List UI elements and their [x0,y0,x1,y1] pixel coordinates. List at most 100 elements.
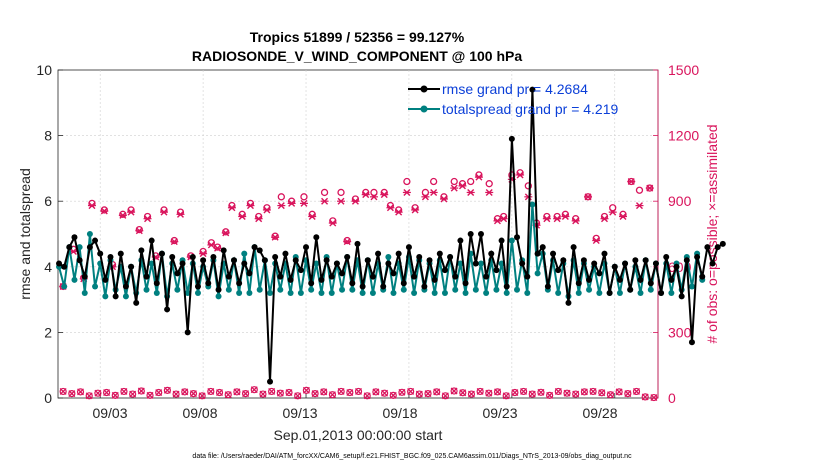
obs-assimilated-marker [600,215,609,223]
obs-assimilated-marker-bottom [363,392,371,400]
data-point-totalspread [308,286,315,293]
obs-assimilated-stroke [285,389,293,396]
obs-possible-marker [170,236,178,245]
obs-assimilated-stroke [615,388,623,396]
data-point-rmse [303,244,310,251]
obs-assimilated-marker [608,208,617,216]
obs-assimilated-marker [299,199,308,207]
obs-possible-marker [271,232,279,240]
obs-assimilated-stroke [207,387,215,395]
obs-assimilated-marker-bottom [580,388,588,396]
data-point-rmse [534,250,541,257]
obs-possible-marker-bottom [598,389,606,397]
data-point-rmse [164,306,171,313]
obs-assimilated-marker-bottom [77,388,84,396]
data-point-totalspread [287,290,294,297]
obs-assimilated-stroke [59,387,67,395]
obs-possible-marker-bottom [250,386,258,394]
obs-assimilated-marker-bottom [224,391,232,399]
data-point-rmse [241,260,248,267]
obs-assimilated-stroke [485,389,493,397]
obs-assimilated-marker-bottom [398,388,406,396]
data-point-rmse [133,299,140,306]
data-point-rmse [205,280,212,287]
data-point-rmse [200,257,207,264]
obs-possible-marker-bottom [363,392,371,400]
series-line-totalspread [58,204,704,297]
obs-possible-marker-bottom [68,390,76,398]
data-point-rmse [467,231,474,237]
y2-tick-label: 300 [668,324,692,340]
obs-assimilated-marker-bottom [415,390,423,398]
data-point-rmse [261,257,268,264]
data-point-totalspread [76,244,83,251]
data-point-totalspread [122,293,129,300]
data-point-totalspread [529,201,536,208]
data-point-rmse [560,257,567,264]
obs-assimilated-marker [421,193,430,201]
data-point-rmse [220,247,227,254]
data-point-totalspread [174,286,181,293]
obs-assimilated-marker [238,213,247,221]
obs-assimilated-stroke [242,390,250,398]
obs-possible-marker-bottom [441,392,449,400]
obs-possible-marker-bottom [459,389,467,397]
obs-assimilated-marker-bottom [355,387,362,395]
obs-assimilated-stroke [320,388,328,396]
obs-possible-marker-bottom [433,388,441,396]
data-point-rmse [71,234,78,241]
data-point-rmse [668,276,675,283]
obs-assimilated-stroke [450,387,458,395]
obs-assimilated-stroke [606,391,614,399]
obs-possible-marker [609,204,617,212]
obs-assimilated-marker [571,217,580,225]
data-point-totalspread [349,286,356,293]
obs-possible-marker-bottom [467,390,476,398]
obs-possible-marker-bottom [320,388,328,396]
obs-assimilated-stroke [68,390,76,398]
obs-possible-marker-bottom [372,388,380,396]
data-point-rmse [436,250,443,257]
obs-assimilated-stroke [641,393,649,401]
obs-assimilated-marker-bottom [346,389,354,396]
data-point-totalspread [215,293,222,300]
data-point-totalspread [241,250,248,257]
data-point-rmse [184,329,191,336]
data-point-rmse [405,244,412,251]
obs-assimilated-marker-bottom [129,390,137,398]
plot-area [57,69,659,399]
data-point-totalspread [184,290,191,297]
y-axis-left: 0 2 4 6 8 10 [36,62,52,406]
data-point-totalspread [514,286,521,293]
obs-assimilated-stroke [372,388,380,396]
obs-assimilated-marker [143,215,152,223]
data-point-totalspread [431,290,438,297]
obs-assimilated-stroke [346,389,354,396]
data-point-rmse [246,270,253,277]
obs-assimilated-stroke [103,389,111,396]
data-point-totalspread [477,260,484,267]
data-point-totalspread [385,253,392,260]
obs-possible-marker-bottom [380,389,389,397]
obs-assimilated-stroke [467,390,475,398]
data-point-rmse [658,290,665,297]
data-point-totalspread [508,237,515,244]
obs-assimilated-stroke [268,387,276,395]
data-point-totalspread [102,293,109,300]
obs-assimilated-stroke [355,387,362,395]
obs-assimilated-marker [516,171,525,179]
data-point-rmse [287,276,294,283]
obs-possible-marker-bottom [302,386,310,394]
obs-assimilated-marker-bottom [337,387,345,395]
x-tick-label: 09/28 [582,405,617,421]
data-point-rmse [462,280,469,287]
data-point-totalspread [688,283,695,290]
data-point-totalspread [555,290,562,297]
data-point-rmse [704,244,711,251]
data-point-totalspread [457,260,464,267]
obs-possible-marker-bottom [328,391,337,399]
obs-assimilated-marker [118,211,127,219]
y-tick-label: 0 [44,390,52,406]
obs-possible-marker-bottom [424,390,432,398]
data-point-totalspread [483,290,490,297]
